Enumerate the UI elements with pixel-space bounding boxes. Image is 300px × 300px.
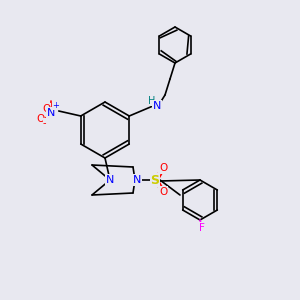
Text: N: N	[153, 101, 161, 111]
Text: -: -	[43, 118, 46, 128]
Text: +: +	[52, 100, 59, 109]
Text: F: F	[199, 223, 205, 233]
Text: O: O	[43, 104, 51, 114]
Text: S: S	[151, 173, 160, 187]
Text: N: N	[133, 175, 141, 185]
Text: N: N	[46, 108, 55, 118]
Text: O: O	[37, 114, 45, 124]
Text: N: N	[106, 175, 114, 185]
Text: O: O	[159, 163, 167, 173]
Text: H: H	[148, 96, 156, 106]
Text: O: O	[159, 187, 167, 197]
